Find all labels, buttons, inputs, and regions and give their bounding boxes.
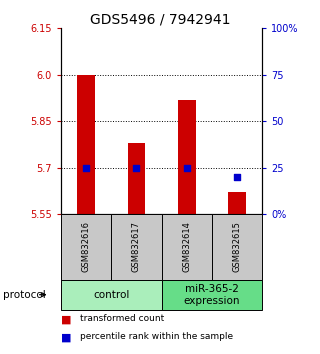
Text: GSM832616: GSM832616 <box>82 221 91 273</box>
Text: GSM832615: GSM832615 <box>233 222 242 272</box>
Text: miR-365-2
expression: miR-365-2 expression <box>184 284 240 306</box>
Point <box>235 174 240 180</box>
Bar <box>178 99 196 214</box>
Text: ■: ■ <box>61 333 71 343</box>
Text: GSM832617: GSM832617 <box>132 221 141 273</box>
Text: GDS5496 / 7942941: GDS5496 / 7942941 <box>90 12 230 27</box>
Bar <box>128 143 145 214</box>
Point <box>84 165 89 171</box>
Text: control: control <box>93 290 129 300</box>
Text: transformed count: transformed count <box>80 314 164 323</box>
Bar <box>77 75 95 214</box>
Text: percentile rank within the sample: percentile rank within the sample <box>80 332 233 341</box>
Point <box>134 165 139 171</box>
Point <box>184 165 189 171</box>
Bar <box>228 193 246 214</box>
Text: protocol: protocol <box>3 290 46 300</box>
Text: ■: ■ <box>61 315 71 325</box>
Text: GSM832614: GSM832614 <box>182 222 191 272</box>
